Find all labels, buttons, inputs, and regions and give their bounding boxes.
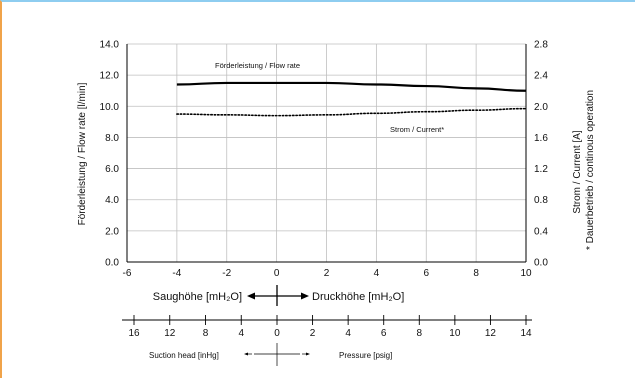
direction-arrow-main (247, 285, 309, 306)
series-layer (176, 81, 527, 117)
secondary-tick-label: 6 (381, 328, 387, 339)
secondary-tick-label: 8 (203, 328, 209, 339)
x-tick-label: 0 (274, 268, 280, 279)
secondary-tick-label: 2 (310, 328, 316, 339)
y-left-label: Förderleistung / Flow rate [l/min] (77, 82, 88, 225)
secondary-tick-label: 16 (128, 328, 140, 339)
secondary-tick-label: 10 (449, 328, 461, 339)
y-right-tick-label: 2.4 (534, 71, 548, 82)
series-label-flow: Förderleistung / Flow rate (215, 61, 300, 70)
secondary-tick-label: 8 (417, 328, 423, 339)
y-right-tick-label: 0.4 (534, 226, 548, 237)
x-tick-label: 8 (473, 268, 479, 279)
direction-arrow-small (244, 343, 310, 366)
y-right-tick-label: 2.8 (534, 40, 548, 51)
x-tick-label: 4 (374, 268, 380, 279)
y-right-tick-label: 1.2 (534, 164, 548, 175)
y-right-label: Strom / Current [A] (572, 130, 583, 214)
secondary-tick-label: 14 (520, 328, 532, 339)
y-left-tick-label: 10.0 (100, 102, 120, 113)
x-tick-label: -4 (172, 268, 181, 279)
x-tick-label: -6 (123, 268, 132, 279)
y-right-tick-label: 0.0 (534, 258, 548, 269)
secondary-tick-label: 0 (274, 328, 280, 339)
y-right-tick-label: 2.0 (534, 102, 548, 113)
x-label-left: Saughöhe [mH₂O] (153, 291, 242, 303)
pressure-label: Pressure [psig] (339, 351, 392, 360)
x-tick-label: 6 (423, 268, 429, 279)
secondary-tick-label: 12 (164, 328, 176, 339)
y-left-tick-label: 14.0 (100, 40, 120, 51)
axes: -6 -4 -2 0 2 4 6 8 100.02.04.06.08.010.012.014.0… (100, 40, 549, 280)
grid (126, 43, 527, 263)
x-tick-label: -2 (222, 268, 231, 279)
series-label-current: Strom / Current* (390, 125, 444, 134)
y-left-tick-label: 0.0 (105, 258, 119, 269)
y-left-tick-label: 8.0 (105, 133, 119, 144)
x-tick-label: 2 (324, 268, 330, 279)
secondary-tick-label: 12 (485, 328, 497, 339)
y-left-tick-label: 6.0 (105, 164, 119, 175)
y-right-tick-label: 1.6 (534, 133, 548, 144)
y-right-label-2: * Dauerbetrieb / continous operation (585, 90, 596, 250)
secondary-tick-label: 4 (238, 328, 244, 339)
secondary-scale: 16 12 8 4 0 2 4 6 8 10 12 14 (122, 315, 532, 339)
y-left-tick-label: 12.0 (100, 71, 120, 82)
y-left-tick-label: 4.0 (105, 195, 119, 206)
x-label-right: Druckhöhe [mH₂O] (312, 291, 404, 303)
suction-head-label: Suction head [inHg] (149, 351, 219, 360)
series-line-current (176, 107, 527, 117)
series-line-flow-rate (176, 81, 527, 92)
secondary-tick-label: 4 (345, 328, 351, 339)
y-left-tick-label: 2.0 (105, 226, 119, 237)
y-right-tick-label: 0.8 (534, 195, 548, 206)
x-tick-label: 10 (520, 268, 532, 279)
